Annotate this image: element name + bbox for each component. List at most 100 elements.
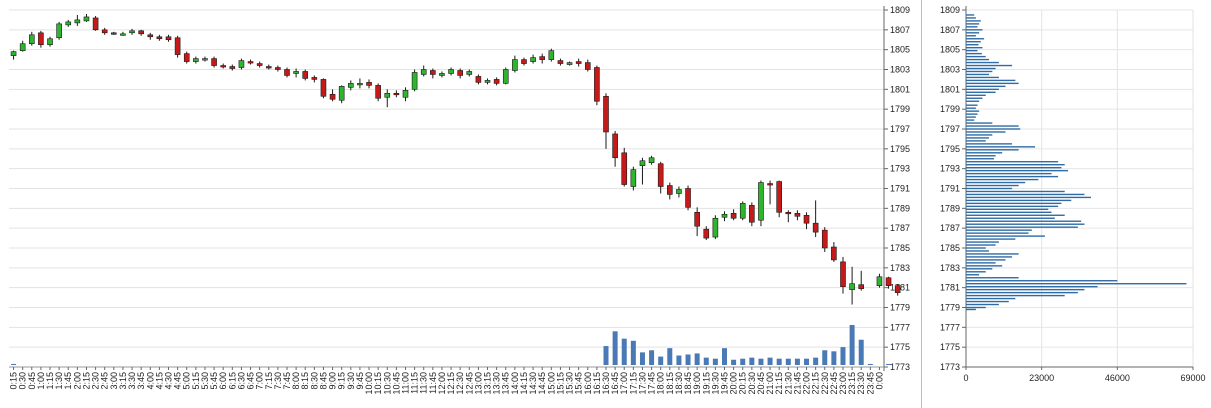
candle-body (183, 53, 190, 62)
price-tick-label: 1799 (890, 104, 910, 114)
candle-body (211, 58, 217, 66)
time-tick-label: 0:15 (9, 372, 19, 390)
time-tick-label: 22:45 (829, 372, 839, 395)
profile-price-label: 1807 (940, 25, 960, 35)
time-tick-label: 11:15 (410, 372, 420, 394)
time-tick-label: 9:45 (355, 372, 365, 390)
candle-body (193, 58, 199, 62)
candle-body (56, 23, 62, 39)
profile-bar (966, 226, 1078, 228)
candle-body (758, 182, 764, 221)
profile-x-label: 0 (963, 373, 968, 383)
profile-bar (966, 107, 976, 109)
profile-bar (966, 140, 986, 142)
time-tick-label: 16:30 (601, 372, 611, 395)
time-tick-label: 23:15 (847, 372, 857, 395)
volume-bar (721, 348, 727, 365)
candle-body (229, 66, 236, 69)
time-tick-label: 11:30 (419, 372, 429, 394)
time-tick-label: 8:00 (291, 372, 301, 390)
candle-body (575, 61, 582, 64)
candle-body (28, 34, 35, 45)
time-tick-label: 2:30 (91, 372, 101, 390)
candle-body (739, 203, 746, 219)
time-tick-label: 2:15 (81, 372, 91, 390)
profile-bar (966, 49, 978, 52)
volume-bar (822, 350, 828, 365)
candle-body (685, 188, 691, 208)
time-tick-label: 3:30 (127, 372, 137, 390)
price-tick-label: 1775 (890, 342, 910, 352)
profile-bar (966, 128, 1021, 130)
profile-bar (966, 241, 999, 243)
volume-bar (785, 358, 791, 365)
candle-body (430, 70, 436, 75)
candle-body (320, 79, 327, 97)
profile-bar (966, 35, 976, 37)
candle-body (265, 66, 272, 69)
time-tick-label: 18:30 (674, 372, 684, 395)
time-tick-label: 6:15 (227, 372, 237, 390)
candle-body (512, 59, 518, 71)
time-tick-label: 8:45 (318, 372, 328, 390)
candle-body (457, 70, 463, 76)
profile-bar (966, 283, 1187, 285)
candle-body (667, 185, 673, 195)
profile-price-label: 1805 (940, 45, 960, 55)
profile-price-label: 1779 (940, 303, 960, 313)
profile-bar (966, 232, 1029, 234)
profile-price-label: 1797 (940, 124, 960, 134)
candle-body (530, 57, 536, 62)
profile-bar (966, 64, 1013, 67)
time-tick-label: 10:45 (391, 372, 401, 395)
time-tick-label: 7:00 (255, 372, 265, 390)
time-tick-label: 22:15 (811, 372, 821, 395)
profile-bar (966, 44, 979, 46)
candle-body (694, 212, 700, 227)
price-tick-label: 1809 (890, 5, 910, 15)
candle-body (521, 59, 527, 64)
candle-body (676, 189, 682, 194)
profile-bar (966, 229, 1032, 231)
profile-bar (966, 217, 1055, 219)
profile-price-label: 1789 (940, 203, 960, 213)
volume-bar (621, 338, 627, 365)
profile-bar (966, 193, 1085, 196)
candle-body (621, 152, 628, 185)
volume-bar (749, 357, 755, 365)
time-tick-label: 20:00 (729, 372, 739, 395)
profile-bar (966, 131, 1006, 133)
candle-body (721, 213, 728, 218)
time-tick-label: 4:15 (154, 372, 164, 390)
candle-body (831, 246, 837, 261)
candle-body (275, 67, 281, 70)
time-tick-label: 21:15 (774, 372, 784, 395)
profile-bar (966, 280, 1118, 282)
candle-body (475, 76, 482, 83)
candle-body (47, 38, 53, 46)
profile-bar (966, 20, 981, 22)
profile-bar (966, 110, 980, 112)
time-tick-label: 19:00 (692, 372, 702, 395)
profile-bar (966, 152, 1003, 154)
time-tick-label: 21:00 (765, 372, 775, 395)
volume-bar (712, 358, 718, 365)
profile-bar (966, 306, 986, 309)
profile-bar (966, 190, 1065, 193)
time-tick-label: 14:30 (528, 372, 538, 395)
volume-bar (831, 351, 837, 365)
profile-bar (966, 113, 978, 115)
candle-body (493, 79, 500, 84)
volume-bar (694, 353, 700, 365)
time-tick-label: 8:15 (300, 372, 310, 390)
profile-bar (966, 46, 983, 49)
price-tick-label: 1785 (890, 243, 910, 253)
profile-bar (966, 262, 996, 264)
candle-body (284, 69, 290, 76)
volume-bar (840, 347, 846, 365)
profile-bar (966, 214, 1065, 216)
profile-bar (966, 125, 1019, 127)
profile-bar (966, 202, 1062, 205)
candle-body (65, 21, 72, 26)
time-tick-label: 13:30 (492, 372, 502, 395)
